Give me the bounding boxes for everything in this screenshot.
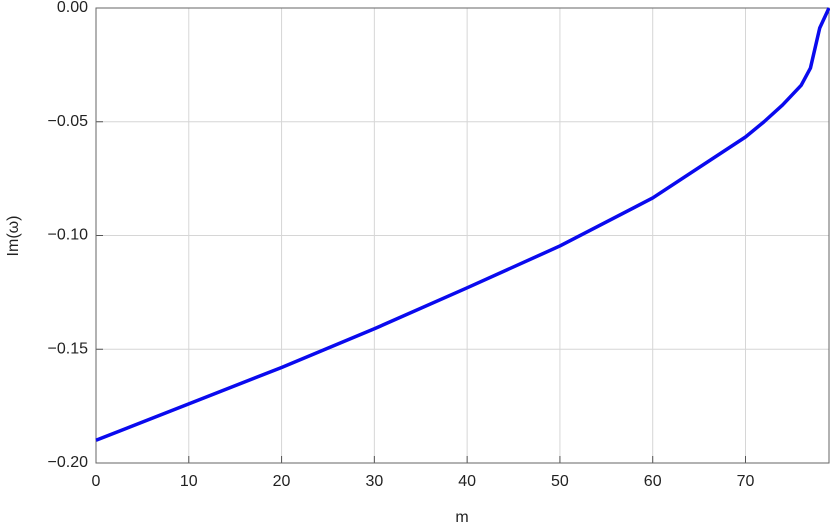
x-tick-label: 20 [273, 473, 291, 490]
y-axis-label: Im(ω) [5, 216, 22, 257]
x-tick-label: 0 [92, 473, 101, 490]
x-tick-label: 60 [644, 473, 662, 490]
x-tick-label: 40 [458, 473, 476, 490]
y-tick-label: −0.10 [48, 227, 89, 244]
y-tick-label: −0.15 [48, 340, 89, 357]
y-tick-label: −0.05 [48, 113, 89, 130]
x-tick-label: 70 [737, 473, 755, 490]
x-tick-label: 10 [180, 473, 198, 490]
x-tick-label: 50 [551, 473, 569, 490]
y-tick-label: −0.20 [48, 454, 89, 471]
x-tick-label: 30 [365, 473, 383, 490]
y-tick-label: 0.00 [57, 0, 88, 16]
plot-frame [95, 7, 830, 464]
x-axis-label: m [455, 509, 468, 526]
data-line [95, 7, 830, 442]
